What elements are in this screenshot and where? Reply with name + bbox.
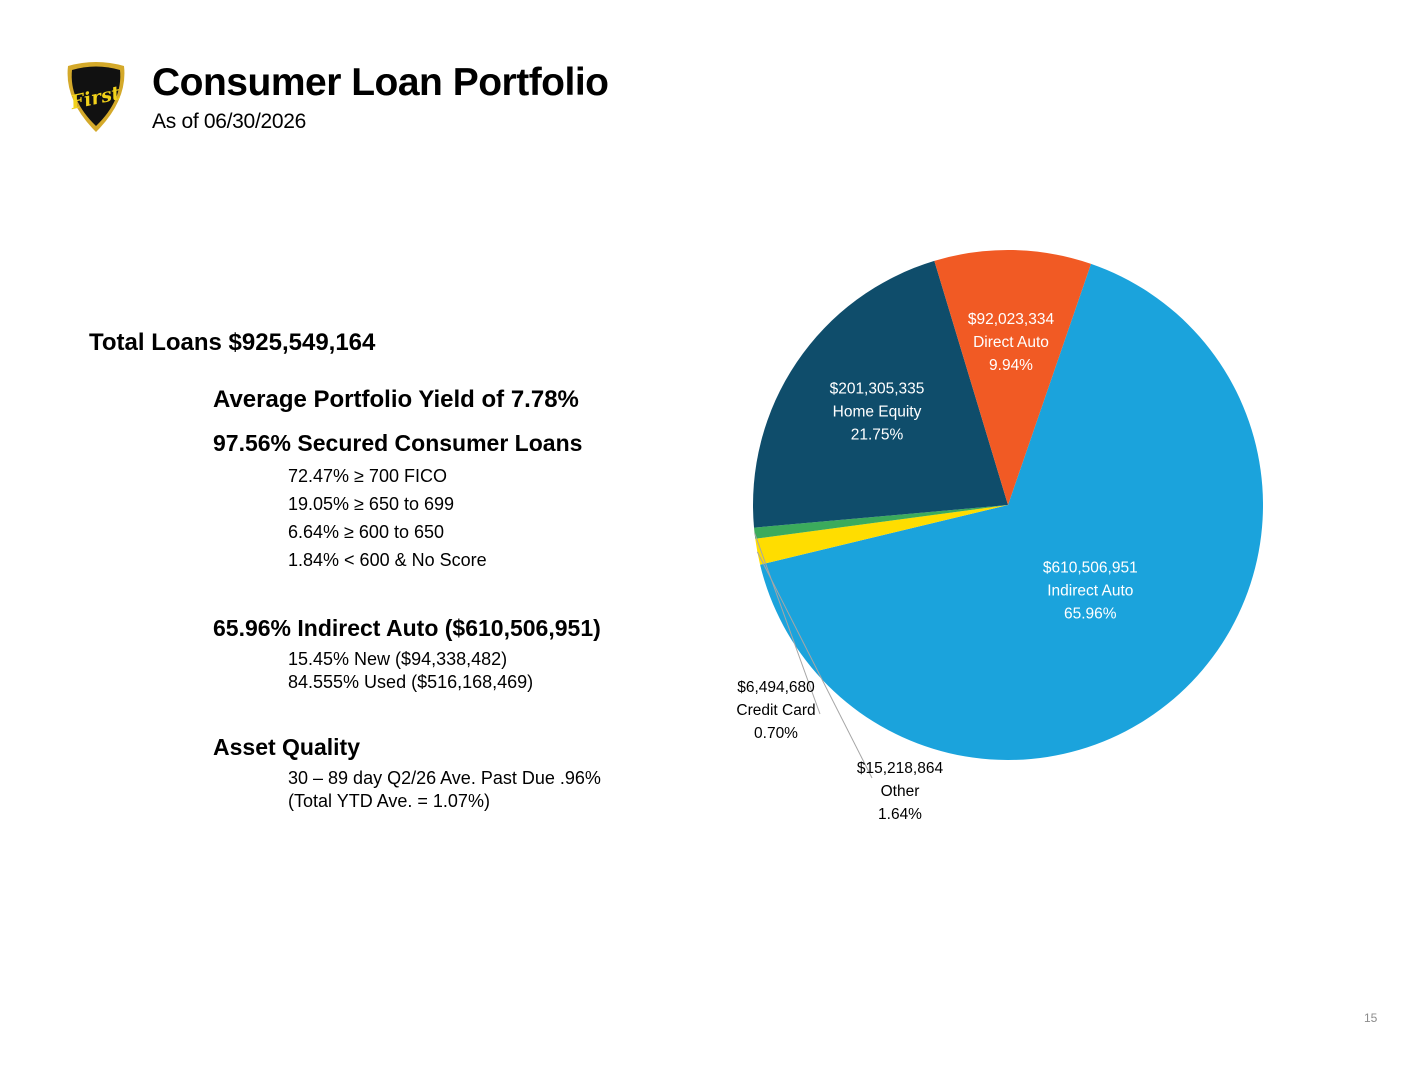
asset-quality-item: (Total YTD Ave. = 1.07%) (288, 791, 490, 811)
indirect-auto-item: 15.45% New ($94,338,482) (288, 649, 508, 669)
slice-value-label: $15,218,864 (857, 760, 944, 777)
total-loans: Total Loans $925,549,164 (89, 329, 376, 356)
slice-value-label: $6,494,680 (737, 679, 815, 696)
slice-percent-label: 1.64% (878, 806, 922, 823)
slice-percent-label: 65.96% (1064, 606, 1117, 623)
slice-name-label: Other (881, 783, 920, 800)
pie-slice-credit-card (754, 505, 1008, 539)
fico-item: 1.84% < 600 & No Score (288, 550, 487, 570)
leader-line (756, 551, 873, 779)
indirect-auto-heading: 65.96% Indirect Auto ($610,506,951) (213, 615, 601, 641)
asset-quality-item: 30 – 89 day Q2/26 Ave. Past Due .96% (288, 768, 601, 788)
average-yield-heading: Average Portfolio Yield of 7.78% (213, 386, 579, 413)
secured-loans-heading: 97.56% Secured Consumer Loans (213, 430, 583, 456)
slice-name-label: Home Equity (833, 404, 922, 421)
pie-slice-indirect-auto (760, 263, 1264, 760)
slice-label-credit-card: $6,494,680 Credit Card 0.70% (736, 679, 815, 742)
slice-label-direct-auto: $92,023,334 Direct Auto 9.94% (968, 311, 1055, 374)
page-title: Consumer Loan Portfolio (152, 61, 609, 104)
slice-label-other: $15,218,864 Other 1.64% (857, 760, 944, 823)
slice-name-label: Direct Auto (973, 334, 1049, 351)
pie-slice-other (755, 505, 1008, 565)
slice-name-label: Credit Card (736, 702, 815, 719)
slice-value-label: $201,305,335 (830, 381, 925, 398)
asset-quality-heading: Asset Quality (213, 734, 360, 760)
page-subtitle: As of 06/30/2026 (152, 110, 306, 133)
page-number: 15 (1364, 1011, 1378, 1025)
slice-percent-label: 21.75% (851, 427, 904, 444)
loan-portfolio-pie-chart: $610,506,951 Indirect Auto 65.96% $15,218,8… (736, 249, 1264, 823)
slice-label-indirect-auto: $610,506,951 Indirect Auto 65.96% (1043, 560, 1138, 623)
pie-slice-home-equity (753, 260, 1008, 528)
pie-slice-direct-auto (934, 249, 1092, 505)
fico-item: 6.64% ≥ 600 to 650 (288, 522, 444, 542)
fico-item: 19.05% ≥ 650 to 699 (288, 494, 455, 514)
slice-value-label: $92,023,334 (968, 311, 1055, 328)
leader-line (754, 533, 821, 715)
bank-logo: First (67, 62, 125, 132)
fico-item: 72.47% ≥ 700 FICO (288, 466, 447, 486)
slice-percent-label: 9.94% (989, 357, 1033, 374)
slice-percent-label: 0.70% (754, 725, 798, 742)
slice-name-label: Indirect Auto (1047, 583, 1133, 600)
slice-label-home-equity: $201,305,335 Home Equity 21.75% (830, 381, 925, 444)
slice-value-label: $610,506,951 (1043, 560, 1138, 577)
indirect-auto-item: 84.555% Used ($516,168,469) (288, 672, 534, 692)
